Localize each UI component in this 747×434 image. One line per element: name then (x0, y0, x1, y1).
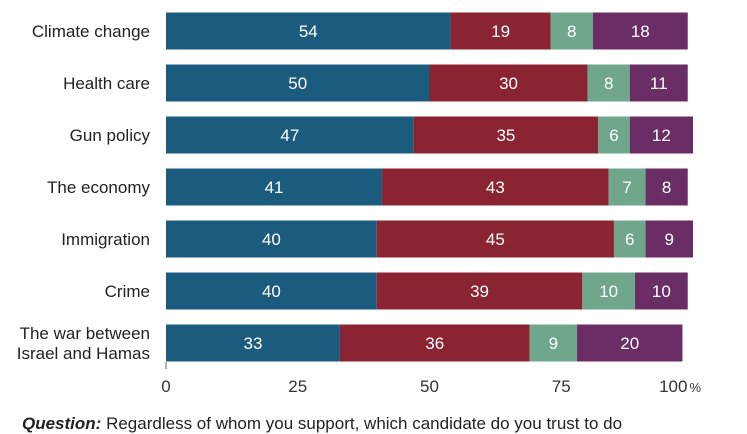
footnote: Question: Regardless of whom you support… (22, 414, 622, 434)
x-tick-label: 100% (659, 377, 701, 396)
bar-segment (166, 220, 377, 258)
data-label: 50 (288, 74, 307, 93)
category-labels: Climate change Health care Gun policy The e… (17, 22, 151, 363)
data-label: 36 (425, 334, 444, 353)
data-label: 45 (486, 230, 505, 249)
data-label: 7 (622, 178, 631, 197)
x-tick-label: 50 (420, 377, 439, 396)
bar-segment (166, 272, 377, 310)
category-label: Climate change (32, 22, 150, 41)
data-label: 41 (265, 178, 284, 197)
data-label: 47 (280, 126, 299, 145)
bar-segment (550, 12, 593, 50)
bar-segment (577, 324, 683, 362)
data-label: 8 (662, 178, 671, 197)
category-label: Health care (63, 74, 150, 93)
data-label: 9 (665, 230, 674, 249)
bar-segment (166, 12, 451, 50)
data-label: 10 (652, 282, 671, 301)
data-label: 43 (486, 178, 505, 197)
data-label: 19 (491, 22, 510, 41)
data-label: 33 (243, 334, 262, 353)
data-label: 9 (549, 334, 558, 353)
category-label: Crime (105, 282, 150, 301)
bar-segment (339, 324, 530, 362)
x-axis: 0 25 50 75 100% (161, 362, 701, 396)
bar-segment (166, 64, 430, 102)
data-label: 40 (262, 230, 281, 249)
bar-segment (429, 64, 588, 102)
bar-segment (376, 220, 614, 258)
data-label: 40 (262, 282, 281, 301)
bar-segment (645, 220, 693, 258)
bar-segment (450, 12, 551, 50)
category-label: The war between Israel and Hamas (17, 324, 150, 363)
category-label: Gun policy (70, 126, 151, 145)
data-label: 6 (625, 230, 634, 249)
bar-segment (529, 324, 578, 362)
x-tick-label: 75 (552, 377, 571, 396)
data-label: 11 (650, 74, 668, 93)
bar-segment (413, 116, 599, 154)
data-label: 8 (604, 74, 613, 93)
bar-segment (587, 64, 630, 102)
bar-segment (598, 116, 630, 154)
footnote-label: Question: (22, 414, 102, 433)
bar-segment (608, 168, 646, 206)
data-label: 39 (470, 282, 489, 301)
bar-segment (635, 272, 688, 310)
data-label: 6 (609, 126, 618, 145)
bar-segment (613, 220, 646, 258)
data-label: 12 (652, 126, 671, 145)
bar-segment (166, 324, 340, 362)
data-label: 10 (599, 282, 618, 301)
data-label: 30 (499, 74, 518, 93)
bars: 54 19 8 18 50 30 8 11 47 35 6 12 41 43 7 8 40 45 6 9 40 39 10 1… (166, 12, 693, 362)
footnote-text: Regardless of whom you support, which ca… (106, 414, 623, 433)
data-label: 54 (299, 22, 318, 41)
bar-segment (382, 168, 609, 206)
x-tick-label: 25 (288, 377, 307, 396)
bar-segment (592, 12, 688, 50)
data-label: 18 (631, 22, 650, 41)
x-tick-label: 0 (161, 377, 170, 396)
bar-segment (645, 168, 688, 206)
category-label: Immigration (61, 230, 150, 249)
data-label: 8 (567, 22, 576, 41)
bar-segment (629, 64, 688, 102)
category-label: The economy (47, 178, 150, 197)
data-label: 20 (620, 334, 639, 353)
bar-segment (582, 272, 636, 310)
bar-segment (166, 168, 383, 206)
bar-segment (376, 272, 583, 310)
bar-segment (629, 116, 693, 154)
data-label: 35 (496, 126, 515, 145)
bar-segment (166, 116, 414, 154)
